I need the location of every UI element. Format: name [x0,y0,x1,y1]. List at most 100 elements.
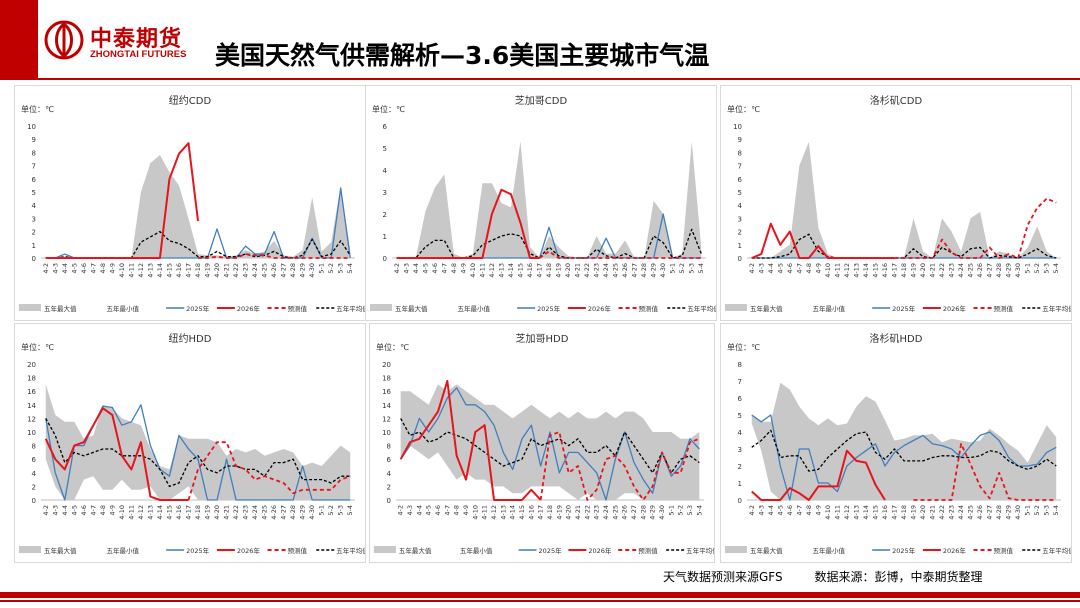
x-tick-label: 4-22 [938,505,946,520]
chart-panel-chi-cdd: 芝加哥CDD 单位：℃ 0 1 2 3 4 5 6 4-2 4-3 4-4 4-5 4-6 4-7 4-8 4-… [365,85,717,321]
x-tick-label: 5-2 [1033,505,1041,516]
legend-label: 2026年 [588,304,612,313]
x-tick-label: 4-12 [488,263,496,278]
x-tick-label: 4-27 [630,505,638,520]
y-tick-label: 6 [738,176,743,184]
x-tick-label: 4-4 [767,505,775,516]
x-tick-label: 4-6 [434,505,442,516]
series-band-five-year-range [45,384,351,500]
x-tick-label: 4-2 [397,505,405,516]
x-tick-label: 4-26 [976,263,984,278]
x-tick-label: 4-3 [51,263,59,274]
series-band-five-year-range [751,382,1057,500]
x-tick-label: 4-24 [957,263,965,278]
legend-swatch-max [724,546,747,553]
x-tick-label: 4-25 [261,263,269,278]
y-tick-label: 4 [32,202,37,210]
y-tick-label: 18 [27,375,36,383]
chart-title: 纽约HDD [169,332,212,345]
x-tick-label: 4-10 [471,505,479,520]
x-tick-label: 4-13 [852,505,860,520]
legend-label: 2025年 [186,304,210,313]
x-tick-label: 4-4 [61,263,69,274]
x-tick-label: 4-17 [890,263,898,278]
x-tick-label: 4-29 [1005,505,1013,520]
x-tick-label: 5-1 [1024,505,1032,516]
x-tick-label: 4-15 [516,263,524,278]
series-line-forecast [539,431,700,501]
x-tick-label: 4-2 [748,505,756,516]
x-tick-label: 5-4 [346,505,354,516]
x-tick-label: 4-23 [948,263,956,278]
bottom-brand-bar [0,592,1080,598]
x-tick-label: 4-26 [621,263,629,278]
legend-label: 五年最小值 [812,304,845,313]
y-tick-label: 1 [383,233,387,241]
legend-label: 2026年 [588,546,612,555]
x-tick-label: 4-7 [795,505,803,516]
x-tick-label: 4-17 [890,505,898,520]
y-tick-label: 7 [738,163,742,171]
y-tick-label: 16 [27,388,36,396]
x-tick-label: 4-13 [146,263,154,278]
y-tick-label: 20 [382,361,391,369]
x-tick-label: 4-19 [555,263,563,278]
title-divider [0,78,1080,80]
chart-panel-chi-hdd: 芝加哥HDD 单位：℃ 0 2 4 6 8 10 12 14 16 18 20 4-2 4-3 4-4 4-5 4… [369,323,715,563]
legend-label: 2025年 [892,546,916,555]
y-tick-label: 14 [27,402,36,410]
y-tick-label: 14 [382,402,391,410]
x-tick-label: 4-28 [995,263,1003,278]
x-tick-label: 4-25 [967,263,975,278]
x-tick-label: 4-18 [900,263,908,278]
legend-label: 2026年 [943,546,967,555]
x-tick-label: 5-3 [688,263,696,274]
legend-label: 预测值 [288,304,308,313]
x-tick-label: 4-9 [459,263,467,274]
x-tick-label: 5-4 [1052,263,1060,274]
logo-text-en: ZHONGTAI FUTURES [90,49,187,60]
x-tick-label: 4-9 [814,263,822,274]
chart-title: 芝加哥CDD [515,94,568,107]
chart-title: 纽约CDD [169,94,212,107]
x-tick-label: 4-7 [89,263,97,274]
chart-unit-label: 单位：℃ [727,104,760,114]
chart-unit-label: 单位：℃ [372,104,405,114]
y-tick-label: 4 [383,167,388,175]
x-tick-label: 4-8 [805,505,813,516]
x-tick-label: 4-3 [757,263,765,274]
x-tick-label: 4-3 [757,505,765,516]
x-tick-label: 4-21 [574,263,582,278]
x-tick-label: 4-26 [976,505,984,520]
x-tick-label: 4-16 [881,505,889,520]
x-tick-label: 4-18 [194,263,202,278]
x-tick-label: 4-28 [995,505,1003,520]
x-tick-label: 4-11 [478,263,486,278]
x-tick-label: 4-29 [1005,263,1013,278]
x-tick-label: 4-21 [929,505,937,520]
chart-panel-la-cdd: 洛杉矶CDD 单位：℃ 0 1 2 3 4 5 6 7 8 9 10 4-2 4-3 4-4 4-5 4-6 4-7… [720,85,1072,321]
legend-label: 2026年 [237,546,261,555]
x-tick-label: 4-10 [118,505,126,520]
x-tick-label: 5-4 [1052,505,1060,516]
x-tick-label: 4-22 [583,263,591,278]
x-tick-label: 4-29 [649,505,657,520]
series-line-five-year-avg [45,418,351,488]
x-tick-label: 4-24 [602,263,610,278]
legend-label: 2025年 [186,546,210,555]
y-tick-label: 6 [32,176,37,184]
x-tick-label: 4-4 [61,505,69,516]
series-line-2026 [399,380,542,501]
y-tick-label: 20 [27,361,36,369]
legend-swatch-max [373,546,396,553]
x-tick-label: 4-24 [602,505,610,520]
x-tick-label: 4-7 [443,505,451,516]
y-tick-label: 2 [738,463,742,471]
y-tick-label: 0 [32,497,36,505]
x-tick-label: 4-27 [631,263,639,278]
series-line-2026 [45,142,199,259]
x-tick-label: 5-2 [327,505,335,516]
x-tick-label: 4-2 [393,263,401,274]
x-tick-label: 4-18 [545,263,553,278]
legend-label: 五年平均值 [1042,304,1071,313]
